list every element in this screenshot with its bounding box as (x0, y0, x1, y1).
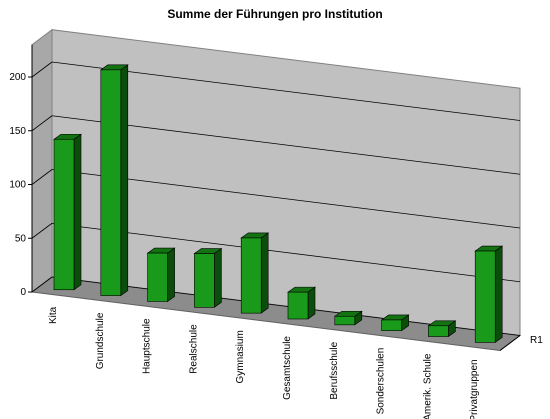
depth-tick (499, 335, 521, 351)
grid-line (31, 276, 53, 293)
grid-line (51, 222, 521, 283)
x-tick-label: Privatgruppen (469, 359, 480, 419)
chart-title: Summe der Führungen pro Institution (167, 7, 382, 21)
bar-side (167, 247, 175, 303)
grid-line (31, 169, 53, 185)
x-tick-label: Grundschule (95, 312, 106, 369)
grid-line (51, 61, 521, 121)
x-tick-label: Amerik. Schule (422, 353, 433, 419)
bar (428, 325, 449, 337)
y-tick-label: 50 (15, 233, 27, 244)
grid-line (51, 115, 521, 175)
bar-side (73, 133, 82, 291)
bar (334, 315, 356, 326)
x-tick-label: Sonderschulen (376, 348, 387, 415)
bar (194, 253, 215, 308)
x-tick-label: Hauptschule (142, 318, 153, 374)
bar (147, 252, 168, 302)
grid-line (31, 61, 53, 78)
x-tick-label: Kita (48, 306, 59, 324)
bar (381, 319, 402, 332)
bar (287, 291, 309, 320)
bar (100, 69, 122, 296)
y-tick-label: 200 (9, 72, 26, 83)
grid-line (31, 222, 53, 239)
x-tick-label: Gesamtschule (282, 336, 293, 400)
y-tick-label: 100 (9, 180, 26, 191)
bar (474, 250, 496, 343)
grid-line (31, 115, 53, 132)
bar (240, 237, 262, 314)
bar-side (494, 245, 503, 343)
x-tick-label: Berufsschule (329, 341, 340, 399)
y-tick-label: 150 (9, 126, 26, 137)
bar-side (260, 232, 269, 314)
x-tick-label: Gymnasium (235, 330, 246, 383)
bar-side (214, 247, 222, 308)
x-tick-label: Realschule (188, 324, 199, 374)
y-tick-label: 0 (20, 287, 26, 298)
bar-side (307, 286, 316, 320)
grid-line (51, 169, 521, 229)
bar-side (120, 64, 129, 297)
series-label: R1 (530, 335, 543, 346)
bar (53, 138, 75, 291)
